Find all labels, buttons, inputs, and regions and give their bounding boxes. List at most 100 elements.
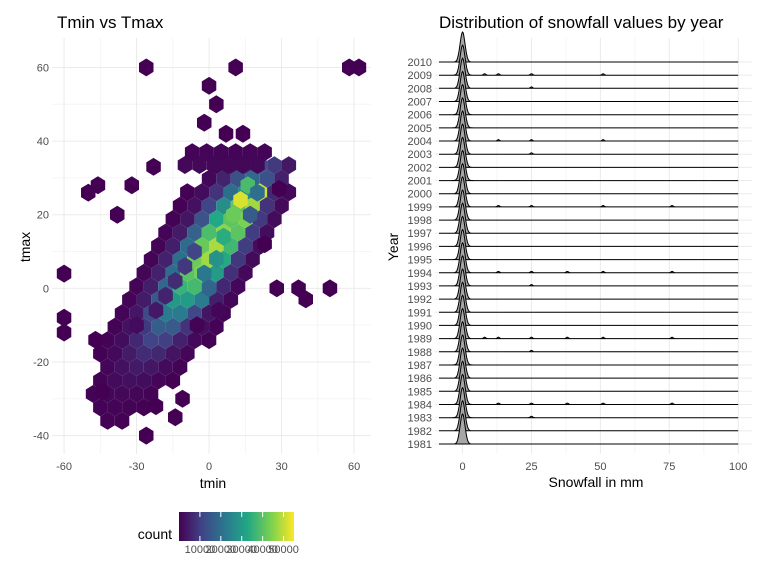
- ridge-2004: [439, 110, 739, 142]
- hexbin-cell: [187, 242, 202, 261]
- hexbin-cell: [223, 290, 239, 309]
- hexbin-cell: [90, 176, 106, 195]
- ridge-1988: [439, 320, 739, 353]
- hexbin-cell: [158, 250, 173, 269]
- ridgeline-title: Distribution of snowfall values by year: [439, 13, 724, 32]
- hexbin-cell: [194, 290, 210, 309]
- hexbin-cell: [114, 385, 130, 403]
- year-label: 1989: [408, 334, 432, 346]
- hexbin-y-axis-title: tmax: [17, 232, 33, 262]
- ridge-2001: [439, 149, 739, 182]
- year-label: 1990: [408, 320, 432, 332]
- ridge-1990: [439, 294, 739, 326]
- ridge-1992: [439, 268, 739, 300]
- hexbin-cell: [209, 263, 224, 282]
- hexbin-title: Tmin vs Tmax: [57, 13, 164, 32]
- hexbin-cell: [226, 205, 241, 224]
- year-label: 2006: [408, 110, 432, 122]
- hexbin-cell: [158, 286, 173, 305]
- ridgeline-panel: Distribution of snowfall values by year …: [385, 13, 752, 490]
- hexbin-cell: [158, 331, 173, 350]
- hexbin-cell: [184, 143, 200, 162]
- hexbin-cell: [238, 263, 253, 282]
- hexbin-cell: [158, 223, 173, 242]
- hexbin-cell: [172, 331, 188, 350]
- hexbin-cell: [129, 277, 144, 296]
- legend-colorbar: [179, 512, 294, 541]
- hexbin-cell: [250, 183, 265, 202]
- hexbin-cell: [122, 398, 137, 417]
- hexbin-x-tick-label: 60: [348, 461, 360, 473]
- hexbin-cell: [197, 264, 212, 283]
- hexbin-cell: [230, 277, 246, 296]
- hexbin-cell: [189, 316, 205, 335]
- hexbin-cell: [230, 223, 246, 242]
- hexbin-cell: [180, 290, 195, 309]
- hexbin-cell: [192, 156, 207, 174]
- hexbin-cell: [165, 237, 181, 255]
- hexbin-cell: [143, 250, 159, 269]
- hexbin-cell: [143, 277, 159, 296]
- hexbin-x-tick-label: -30: [129, 461, 145, 473]
- ridge-2002: [439, 136, 739, 168]
- hexbin-cell: [95, 382, 110, 401]
- hexbin-cell: [88, 330, 103, 349]
- hexbin-cell: [201, 76, 217, 95]
- ridge-1999: [439, 175, 739, 208]
- year-label: 1997: [408, 228, 432, 240]
- legend-tick-label: 50000: [268, 544, 299, 556]
- hexbin-cell: [124, 176, 139, 195]
- hexbin-cell: [114, 411, 130, 430]
- hexbin-y-tick-label: -40: [33, 431, 49, 443]
- ridge-2006: [439, 83, 739, 116]
- ridgeline-ridges: [439, 31, 739, 445]
- hexbin-cell: [187, 277, 202, 296]
- hexbin-cell: [172, 304, 188, 323]
- hexbin-cell: [201, 331, 217, 350]
- hexbin-cell: [100, 331, 115, 350]
- legend-tick-label: 40000: [247, 544, 278, 556]
- hexbin-cell: [259, 196, 275, 215]
- hexbin-cell: [114, 358, 130, 376]
- ridge-2008: [439, 57, 739, 89]
- hexbin-cell: [107, 371, 123, 390]
- year-label: 2009: [408, 70, 432, 82]
- hexbin-cell: [216, 169, 231, 188]
- ridge-1986: [439, 347, 739, 379]
- hexbin-cell: [187, 196, 202, 215]
- ridge-2009: [439, 44, 739, 76]
- hexbin-cell: [93, 398, 108, 417]
- year-label: 1994: [408, 268, 432, 280]
- hexbin-panel: Tmin vs Tmax -60 -30 0 30 60 -40 -20 0 20 40 60 t…: [17, 13, 371, 556]
- hexbin-cell: [201, 196, 217, 215]
- hexbin-cell: [151, 237, 166, 255]
- hexbin-cell: [197, 113, 212, 132]
- hexbin-cell: [129, 331, 144, 350]
- hexbin-cell: [56, 264, 72, 283]
- hexbin-cell: [322, 279, 338, 298]
- hexbin-cell: [238, 237, 253, 255]
- hexbin-cell: [228, 58, 243, 77]
- hexbin-cell: [230, 250, 246, 269]
- hexbin-cell: [122, 344, 137, 363]
- hexbin-cell: [151, 371, 166, 390]
- hexbin-x-tick-label: 30: [275, 461, 287, 473]
- year-label: 1981: [408, 439, 432, 451]
- year-label: 1993: [408, 281, 432, 293]
- hexbin-cell: [107, 344, 123, 363]
- hexbin-cell: [114, 331, 130, 350]
- legend-tick-label: 10000: [185, 544, 216, 556]
- hexbin-cell: [187, 331, 202, 350]
- hexbin-y-ticks: -40 -20 0 20 40 60: [33, 62, 49, 442]
- hexbin-cell: [271, 180, 287, 198]
- ridge-1995: [439, 228, 739, 261]
- hexbin-cell: [257, 143, 272, 162]
- hexbin-cell: [168, 272, 183, 290]
- hexbin-cell: [114, 304, 130, 323]
- hexbin-cell: [172, 196, 188, 215]
- hexbin-x-tick-label: -60: [56, 461, 72, 473]
- hexbin-cell: [221, 156, 236, 174]
- hexbin-cell: [194, 183, 210, 202]
- hexbin-cell: [151, 317, 166, 336]
- ridgeline-y-axis-title: Year: [385, 233, 401, 262]
